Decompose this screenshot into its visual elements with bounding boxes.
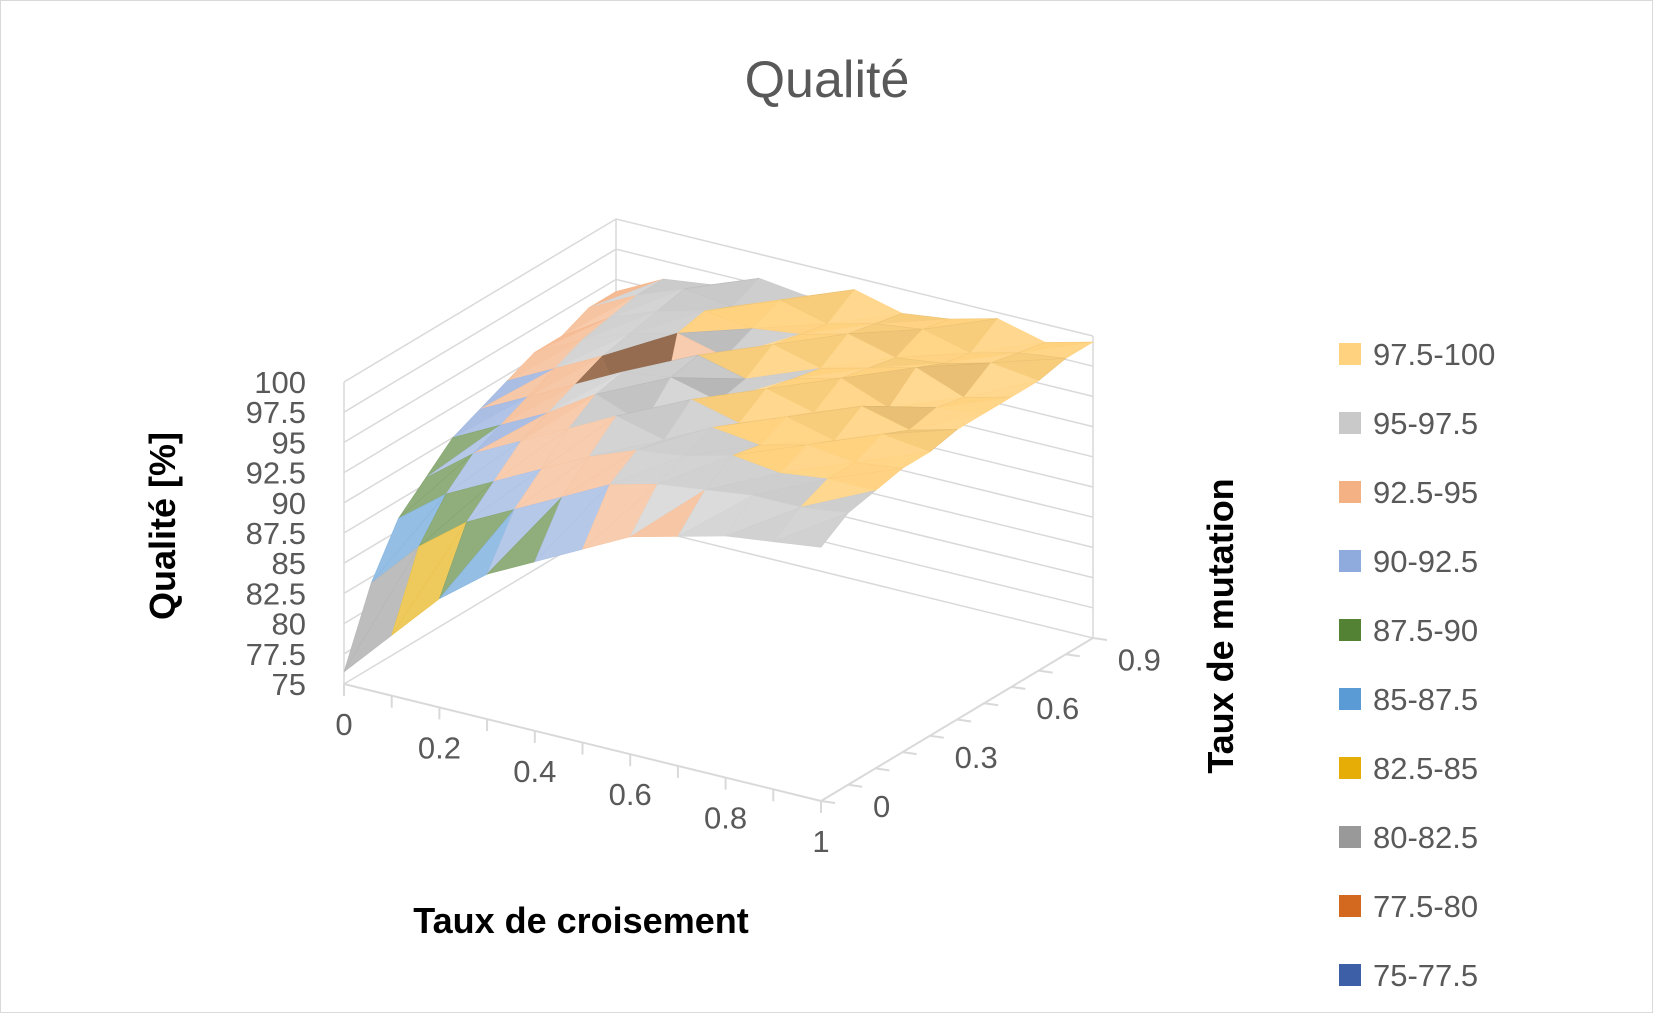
legend-swatch [1339, 688, 1361, 710]
y-tick-mark [929, 734, 944, 739]
x-tick-label: 0.8 [704, 801, 747, 836]
y-tick-mark [820, 800, 836, 804]
legend-swatch [1339, 619, 1361, 641]
surface-facet [773, 512, 850, 548]
x-tick-label: 0.4 [513, 754, 556, 789]
y-tick-label: 0 [873, 789, 890, 824]
y-tick-mark [1011, 685, 1026, 690]
legend-label: 97.5-100 [1373, 337, 1495, 372]
z-tick-label: 75 [272, 667, 306, 702]
z-tick-label: 85 [272, 546, 306, 581]
legend-swatch [1339, 964, 1361, 986]
z-tick-label: 100 [254, 365, 306, 400]
legend-swatch [1339, 826, 1361, 848]
y-tick-mark [848, 783, 863, 788]
x-axis-title: Taux de croisement [413, 900, 748, 941]
x-tick-label: 0 [335, 707, 352, 742]
legend-label: 87.5-90 [1373, 613, 1478, 648]
legend-label: 85-87.5 [1373, 682, 1478, 717]
x-tick-label: 0.2 [418, 730, 461, 765]
legend-label: 92.5-95 [1373, 475, 1478, 510]
legend-label: 82.5-85 [1373, 751, 1478, 786]
z-tick-label: 87.5 [246, 516, 306, 551]
legend-swatch [1339, 895, 1361, 917]
z-tick-label: 97.5 [246, 395, 306, 430]
y-axis-title: Taux de mutation [1200, 478, 1241, 773]
legend-label: 90-92.5 [1373, 544, 1478, 579]
legend-swatch [1339, 343, 1361, 365]
x-tick-label: 1 [812, 824, 829, 859]
y-tick-mark [1038, 669, 1053, 674]
legend-label: 80-82.5 [1373, 820, 1478, 855]
legend-swatch [1339, 412, 1361, 434]
y-tick-mark [956, 718, 972, 723]
y-tick-label: 0.3 [955, 740, 998, 775]
y-tick-label: 0.6 [1036, 691, 1079, 726]
y-tick-mark [1065, 653, 1080, 658]
z-tick-label: 82.5 [246, 576, 306, 611]
y-tick-mark [984, 702, 999, 707]
legend-swatch [1339, 757, 1361, 779]
z-tick-label: 95 [272, 425, 306, 460]
y-tick-mark [1092, 637, 1108, 641]
y-tick-mark [902, 751, 917, 756]
z-tick-label: 77.5 [246, 637, 306, 672]
legend-label: 75-77.5 [1373, 958, 1478, 993]
surface-plot [343, 277, 1094, 673]
y-tick-mark [875, 767, 890, 772]
legend-swatch [1339, 550, 1361, 572]
z-tick-label: 90 [272, 486, 306, 521]
z-tick-label: 80 [272, 607, 306, 642]
legend-swatch [1339, 481, 1361, 503]
x-tick-label: 0.6 [609, 777, 652, 812]
y-tick-label: 0.9 [1118, 642, 1161, 677]
z-axis-title: Qualité [%] [142, 432, 183, 620]
legend-label: 95-97.5 [1373, 406, 1478, 441]
chart-title: Qualité [745, 51, 910, 109]
legend-label: 77.5-80 [1373, 889, 1478, 924]
z-tick-label: 92.5 [246, 456, 306, 491]
legend: 97.5-100 95-97.5 92.5-95 90-92.5 87.5-90 85-8… [1339, 337, 1495, 993]
